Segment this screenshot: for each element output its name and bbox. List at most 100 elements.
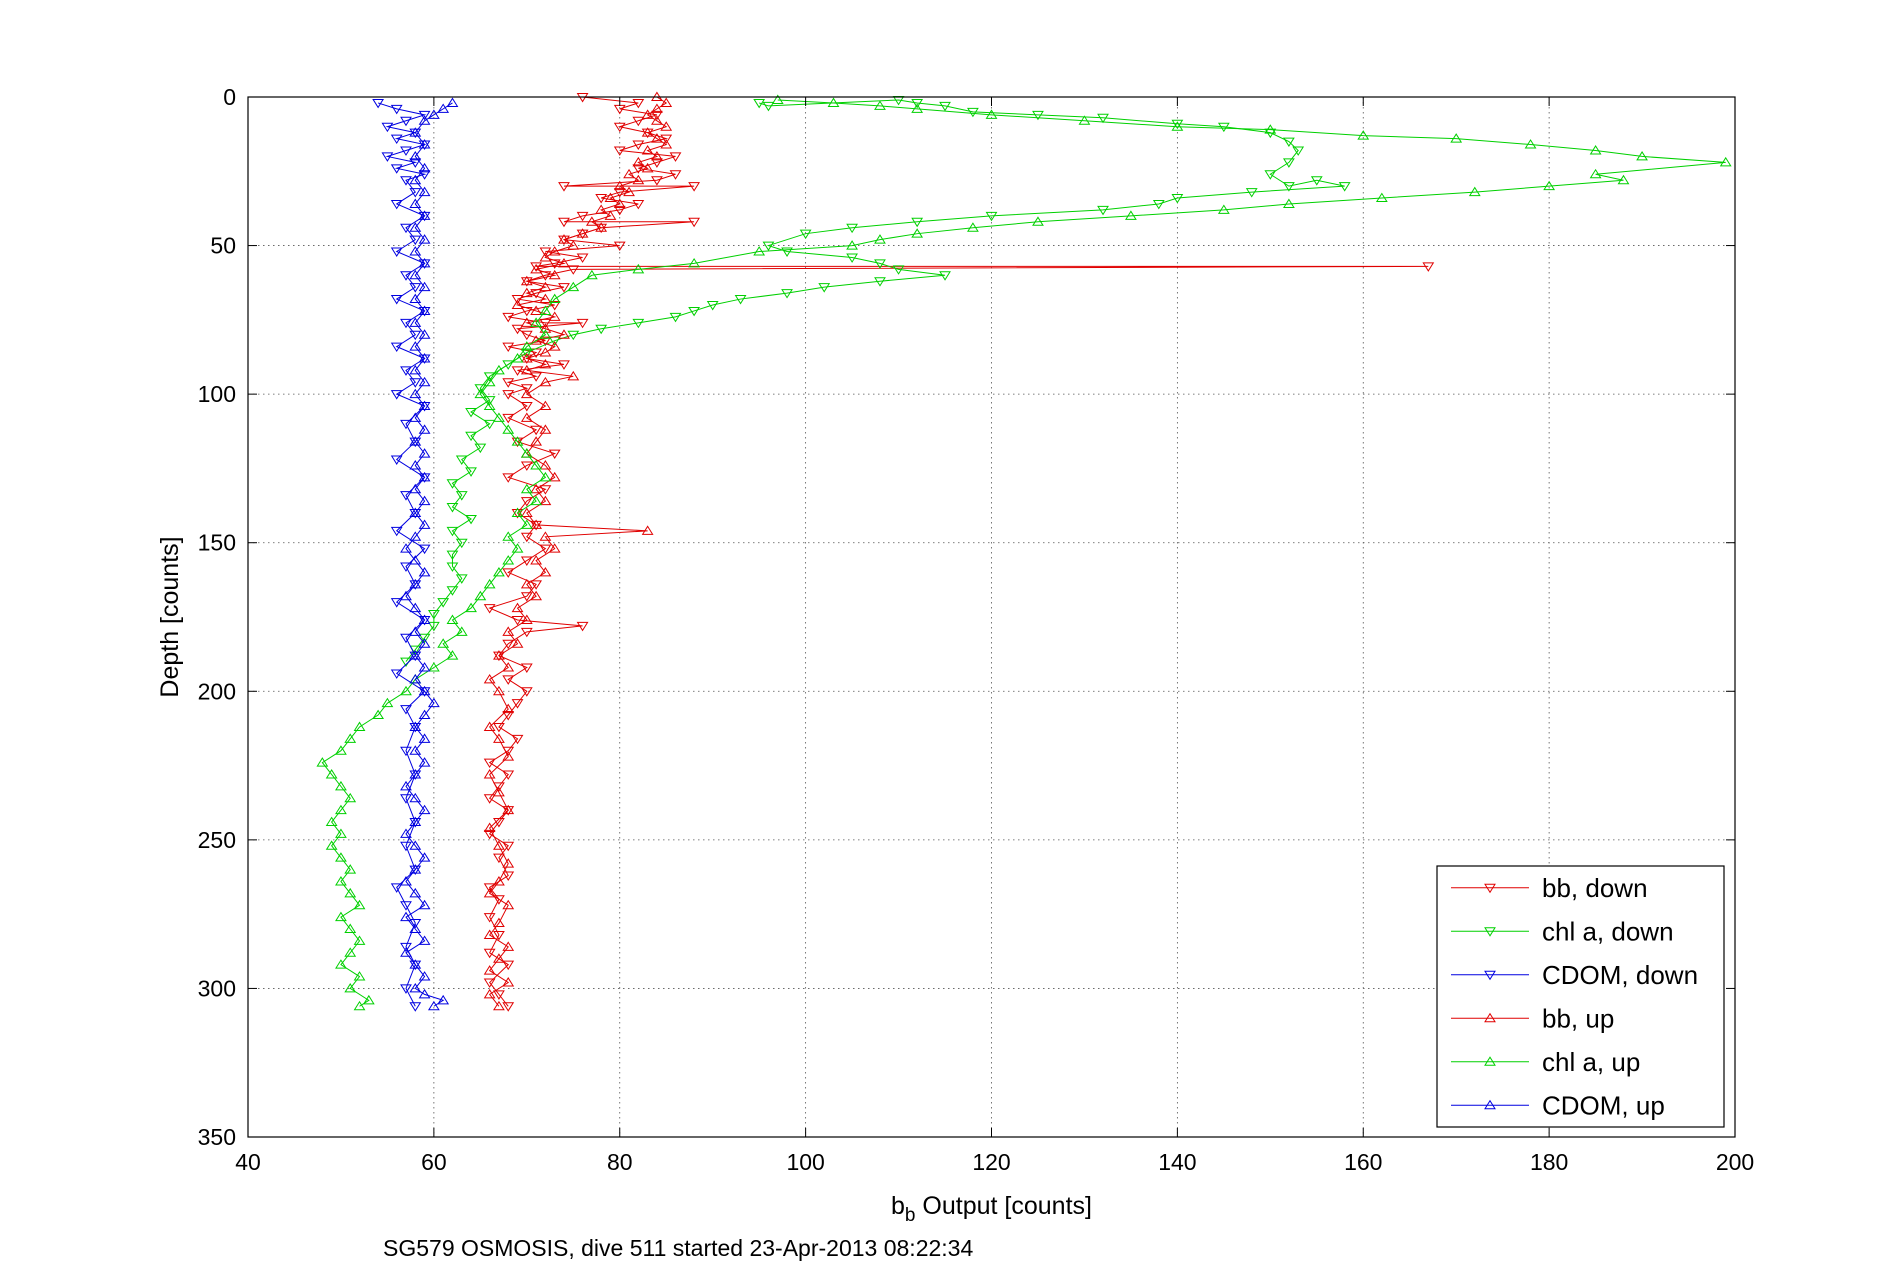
data-point [493,412,505,422]
series-line [321,99,1726,1007]
data-point [641,145,654,155]
data-point [400,794,412,804]
data-point [530,460,543,470]
data-point [409,626,422,636]
data-point [400,116,412,127]
data-point [381,697,394,708]
data-point [474,388,487,399]
data-point [418,353,431,363]
data-point [409,673,422,684]
data-point [493,364,505,375]
data-point [483,372,496,382]
data-point [502,312,515,323]
data-point [446,650,459,660]
data-point [502,424,515,434]
data-point [409,222,422,232]
data-point [502,390,515,400]
data-point [418,402,431,412]
legend-marker [1484,1012,1496,1023]
data-point [400,223,412,234]
data-point [483,400,496,411]
data-point [483,673,496,684]
data-point [400,984,412,994]
legend-label: chl a, up [1542,1047,1640,1077]
data-point [409,198,422,208]
data-point [400,543,412,553]
data-point [762,241,775,252]
data-point [539,271,552,281]
data-point [409,507,422,517]
data-point [418,971,431,981]
data-point [1719,156,1732,167]
data-point [427,610,440,620]
data-point [539,376,552,387]
data-point [1589,145,1602,155]
data-point [409,437,422,448]
data-point [446,97,459,107]
data-point [483,419,496,430]
data-point [641,128,654,139]
data-point [576,228,589,238]
data-point [613,180,626,191]
data-point [502,662,515,672]
data-point [511,638,524,648]
data-point [465,602,477,613]
data-point [474,590,487,601]
data-point [483,396,496,406]
data-point [400,828,412,838]
data-point [660,139,673,149]
data-point [632,98,645,109]
data-point [641,525,654,535]
data-point [530,555,543,565]
series-line [488,96,668,1007]
data-point [539,424,552,434]
data-point [418,210,431,220]
data-point [390,526,403,537]
data-point [483,769,496,779]
series-4 [316,94,1732,1011]
data-point [502,360,515,370]
data-point [400,705,412,715]
data-point [409,721,422,731]
data-point [409,602,422,613]
data-point [409,483,422,494]
data-point [483,376,496,387]
data-point [567,240,580,250]
data-point [437,638,450,648]
data-point [325,816,338,827]
y-tick-label: 150 [198,530,236,556]
data-point [418,709,431,720]
x-axis-label-rest: Output [counts] [915,1192,1092,1220]
data-point [344,923,357,933]
data-point [688,306,701,317]
data-point [1032,216,1044,226]
data-point [400,146,412,156]
data-point [483,578,496,589]
data-point [539,347,552,357]
data-point [493,1000,505,1011]
data-point [530,425,543,436]
data-point [483,822,496,832]
data-point [1217,204,1230,214]
data-point [520,402,533,412]
series-line [488,96,1429,1007]
data-point [400,901,412,911]
data-point [539,471,552,482]
data-point [511,299,524,309]
data-point [576,253,589,263]
data-point [418,162,431,173]
data-point [548,269,561,280]
data-point [539,281,552,292]
data-point [558,235,570,246]
data-point [539,247,552,257]
data-point [632,263,645,274]
x-tick-label: 80 [607,1149,633,1175]
data-point [669,312,682,323]
data-point [418,988,431,999]
data-point [539,358,552,369]
data-point [846,240,858,250]
series-0 [483,93,1435,1012]
data-point [1171,194,1184,204]
data-point [409,330,422,341]
data-point [558,182,570,192]
